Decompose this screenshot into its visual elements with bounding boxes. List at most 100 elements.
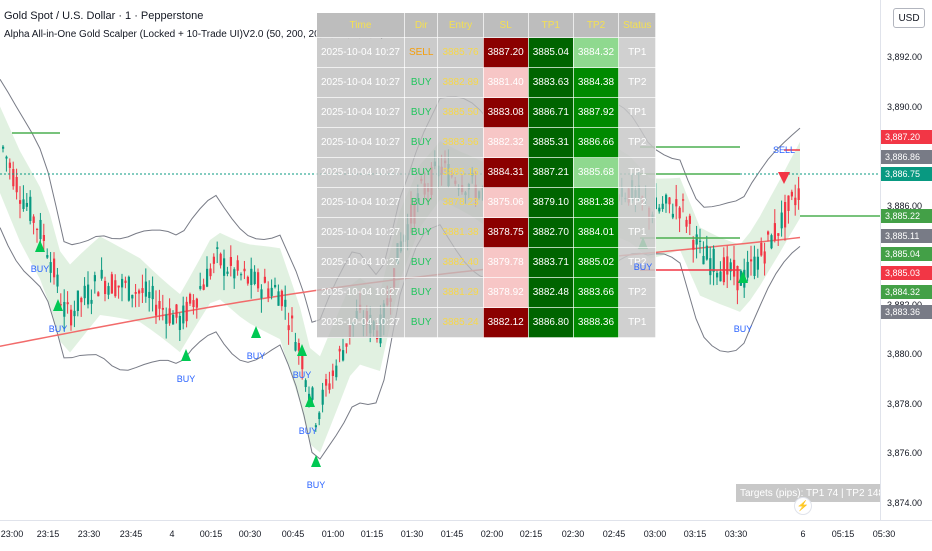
time-tick-label: 00:30 <box>238 529 262 539</box>
cell-tp1: 3879.10 <box>527 187 574 218</box>
header-tp2: TP2 <box>572 12 620 38</box>
time-tick-label: 01:30 <box>400 529 424 539</box>
price-axis[interactable]: USD 3,892.003,890.003,888.003,886.003,88… <box>880 0 932 520</box>
cell-entry: 3881.38 <box>437 217 484 248</box>
targets-box: Targets (pips): TP1 74 | TP2 148 | SL 14… <box>736 484 923 502</box>
buy-arrow-icon <box>305 395 315 407</box>
candle-body <box>777 233 780 236</box>
price-tag: 3,884.32 <box>881 285 932 299</box>
cell-entry: 3878.23 <box>437 187 484 218</box>
cell-time: 2025-10-04 10:27 <box>316 97 405 128</box>
cell-status: TP1 <box>618 37 657 68</box>
candle-body <box>746 261 749 278</box>
cell-tp1: 3885.04 <box>527 37 574 68</box>
candle-body <box>784 201 787 228</box>
candle-body <box>682 199 685 201</box>
candle-body <box>301 355 304 370</box>
candle-body <box>284 299 287 307</box>
lightning-icon[interactable]: ⚡ <box>794 497 812 515</box>
candle-body <box>263 276 266 283</box>
candle-body <box>736 265 739 291</box>
time-tick-label: 02:15 <box>519 529 543 539</box>
cell-dir: BUY <box>403 307 439 338</box>
candle-body <box>168 308 171 324</box>
trade-row: 2025-10-04 10:27 BUY 3885.50 3883.08 3886.71… <box>316 97 657 128</box>
header-dir: Dir <box>403 12 439 38</box>
candle-body <box>8 162 11 168</box>
candle-body <box>253 271 256 285</box>
cell-entry: 3885.16 <box>437 157 484 188</box>
trade-row: 2025-10-04 10:27 BUY 3883.56 3882.32 3885.31… <box>316 127 657 158</box>
cell-sl: 3881.40 <box>482 67 529 98</box>
cell-time: 2025-10-04 10:27 <box>316 127 405 158</box>
candle-body <box>342 350 345 361</box>
currency-button[interactable]: USD <box>893 8 925 28</box>
candle-body <box>267 288 270 298</box>
cell-status: TP1 <box>618 157 657 188</box>
candle-body <box>311 387 314 400</box>
cell-sl: 3884.31 <box>482 157 529 188</box>
candle-body <box>158 300 161 309</box>
cell-status: TP2 <box>618 67 657 98</box>
candle-body <box>12 169 15 187</box>
candle-body <box>236 260 239 271</box>
candle-body <box>314 425 317 428</box>
candle-body <box>767 231 770 235</box>
cell-dir: BUY <box>403 277 439 308</box>
price-tag: 3,885.11 <box>881 229 932 243</box>
buy-signal-label: BUY <box>48 324 68 334</box>
cell-entry: 3885.24 <box>437 307 484 338</box>
candle-body <box>729 262 732 272</box>
chart-area[interactable]: Gold Spot / U.S. Dollar · 1 · Pepperston… <box>0 0 923 520</box>
cell-time: 2025-10-04 10:27 <box>316 247 405 278</box>
candle-body <box>246 276 249 284</box>
candle-body <box>219 253 222 266</box>
candle-body <box>678 207 681 219</box>
cell-dir: BUY <box>403 127 439 158</box>
time-tick-label: 02:30 <box>561 529 585 539</box>
cell-tp1: 3885.31 <box>527 127 574 158</box>
candle-body <box>280 290 283 307</box>
time-tick-label: 4 <box>169 529 175 539</box>
candle-body <box>716 272 719 278</box>
cell-tp1: 3886.80 <box>527 307 574 338</box>
time-axis[interactable]: 23:00 23:15 23:30 23:45 4 00:15 00:30 00:45 01:0… <box>0 520 932 551</box>
candle-body <box>274 284 277 288</box>
candle-body <box>121 278 124 288</box>
trade-table: Time Dir Entry SL TP1 TP2 Status 2025-10… <box>316 12 657 338</box>
cell-dir: BUY <box>403 157 439 188</box>
symbol-title[interactable]: Gold Spot / U.S. Dollar · 1 · Pepperston… <box>4 10 204 22</box>
indicator-legend[interactable]: Alpha All-in-One Gold Scalper (Locked + … <box>4 29 385 40</box>
buy-signal-label: BUY <box>246 351 266 361</box>
cell-time: 2025-10-04 10:27 <box>316 37 405 68</box>
cell-tp2: 3888.36 <box>572 307 620 338</box>
price-tick-label: 3,878.00 <box>887 398 923 409</box>
candle-body <box>229 257 232 266</box>
cell-tp1: 3886.71 <box>527 97 574 128</box>
candle-body <box>212 256 215 264</box>
candle-body <box>110 274 113 294</box>
trade-row: 2025-10-04 10:27 SELL 3885.76 3887.20 3885.0… <box>316 37 657 68</box>
buy-arrow-icon <box>181 349 191 361</box>
candle-body <box>756 256 759 270</box>
candle-body <box>790 191 793 197</box>
buy-signal-label: BUY <box>176 374 196 384</box>
candle-body <box>226 271 229 274</box>
candle-body <box>32 216 35 223</box>
time-tick-label: 00:45 <box>281 529 305 539</box>
candle-body <box>49 262 52 273</box>
candle-body <box>209 268 212 277</box>
candle-body <box>325 379 328 386</box>
price-tick-label: 3,890.00 <box>887 101 923 112</box>
cell-entry: 3882.40 <box>437 247 484 278</box>
candle-body <box>712 248 715 272</box>
candle-body <box>151 285 154 300</box>
candle-body <box>83 285 86 299</box>
candle-body <box>277 291 280 306</box>
cell-tp1: 3882.70 <box>527 217 574 248</box>
candle-body <box>308 393 311 400</box>
candle-body <box>36 229 39 231</box>
trade-row: 2025-10-04 10:27 BUY 3878.23 3875.06 3879.10… <box>316 187 657 218</box>
candle-body <box>291 315 294 319</box>
candle-body <box>107 286 110 295</box>
